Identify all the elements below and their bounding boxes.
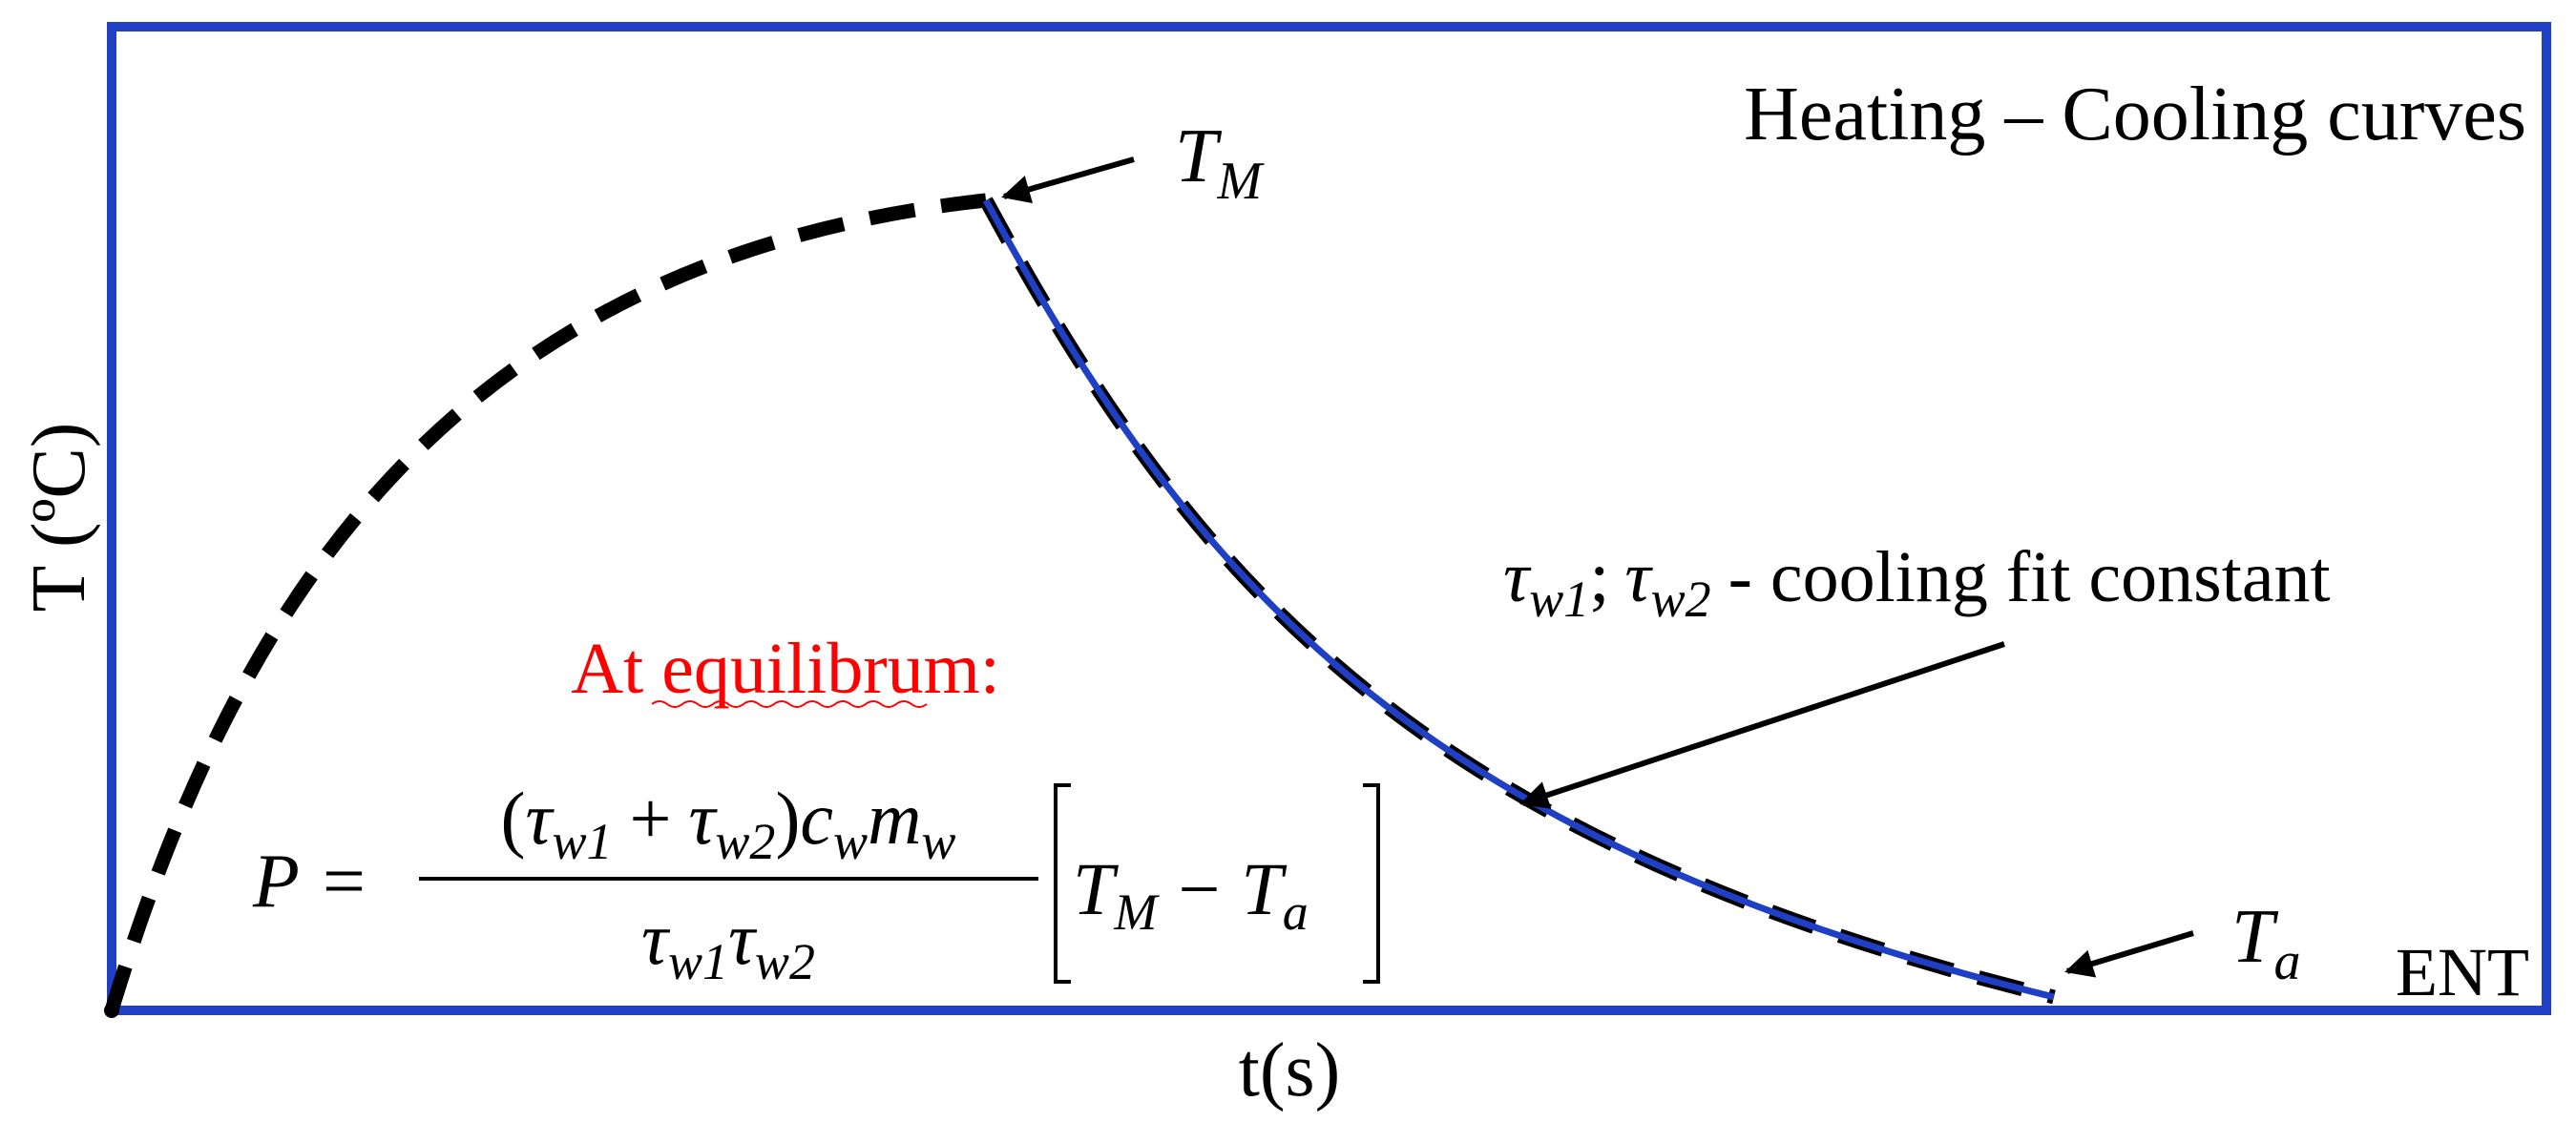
- corner-label: ENT: [2396, 934, 2529, 1010]
- equals: =: [323, 840, 366, 924]
- ambient-arrow: [2064, 930, 2194, 978]
- paren: (: [501, 777, 526, 860]
- subscript: M: [1217, 152, 1266, 211]
- x-axis-label: t(s): [1239, 1029, 1341, 1112]
- symbol: τ: [728, 897, 758, 980]
- symbol: T: [1241, 847, 1287, 930]
- symbol: τ: [526, 777, 555, 860]
- bracket-content: TM − Ta: [1073, 847, 1309, 941]
- symbol: T: [1175, 114, 1223, 198]
- subscript: w2: [715, 813, 775, 870]
- subscript: a: [1283, 883, 1309, 941]
- symbol: c: [800, 777, 833, 860]
- numerator: (τw1 + τw2)cwmw: [501, 777, 956, 870]
- peak-arrow: [1001, 156, 1135, 203]
- subscript: w1: [552, 813, 612, 870]
- subscript: w1: [668, 933, 728, 990]
- spell-underline: [651, 700, 928, 708]
- symbol: τ: [1624, 537, 1653, 617]
- symbol: m: [868, 777, 921, 860]
- symbol: T: [2231, 895, 2279, 979]
- subscript: a: [2274, 932, 2301, 991]
- formula-lhs: P =: [252, 840, 366, 924]
- heating-curve: [104, 193, 987, 1013]
- right-bracket: [1363, 783, 1380, 984]
- start-point: [104, 1003, 119, 1018]
- left-bracket: [1054, 783, 1071, 984]
- symbol: τ: [688, 777, 718, 860]
- peak-label: TM: [1175, 114, 1266, 211]
- subscript: w2: [755, 933, 815, 990]
- equation-heading: At equilibrum:: [571, 629, 1000, 709]
- symbol: P: [252, 840, 300, 924]
- y-axis-label: T (ºC): [17, 423, 101, 613]
- subscript: M: [1113, 883, 1160, 941]
- operator: −: [1178, 847, 1220, 930]
- denominator: τw1τw2: [641, 897, 815, 990]
- subscript: w: [833, 813, 868, 870]
- subscript: w1: [1529, 571, 1589, 628]
- ambient-label: Ta: [2231, 895, 2301, 991]
- operator: +: [629, 777, 671, 860]
- description: - cooling fit constant: [1728, 537, 2331, 617]
- separator: ;: [1589, 537, 1609, 617]
- plot-frame: [107, 22, 2551, 1015]
- title: Heating – Cooling curves: [1744, 73, 2526, 156]
- symbol: τ: [641, 897, 671, 980]
- symbol: T: [1073, 847, 1119, 930]
- cooling-curve-fit: [982, 198, 2055, 1001]
- fit-arrow: [1519, 641, 2005, 809]
- subscript: w: [921, 813, 955, 870]
- paren: ): [775, 777, 800, 860]
- subscript: w2: [1651, 571, 1711, 628]
- symbol: τ: [1503, 537, 1532, 617]
- fit-note: τw1; τw2- cooling fit constant: [1503, 537, 2331, 628]
